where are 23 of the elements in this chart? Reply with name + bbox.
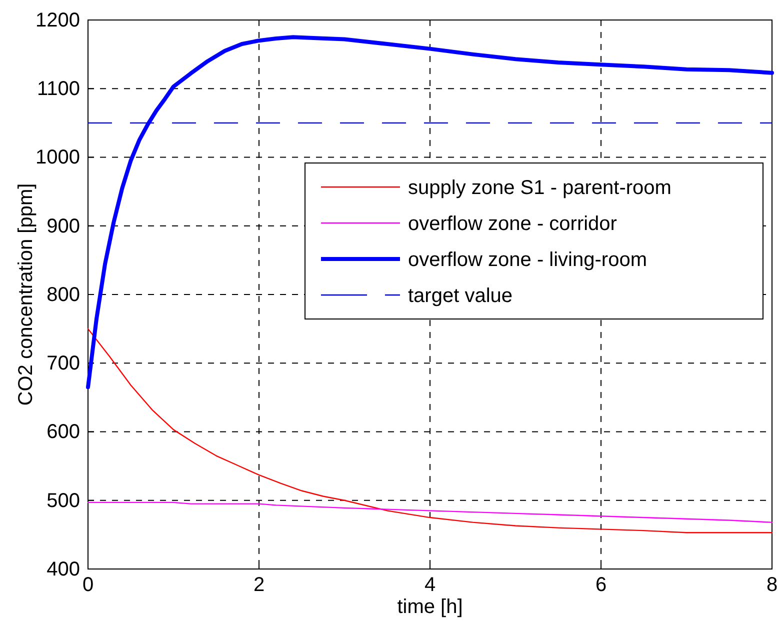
legend-label: supply zone S1 - parent-room [408, 177, 672, 199]
legend-label: overflow zone - corridor [408, 213, 618, 235]
x-tick-label: 4 [424, 574, 436, 596]
y-tick-label: 800 [46, 284, 80, 306]
y-axis-title: CO2 concentration [ppm] [15, 183, 37, 406]
line-series [86, 35, 774, 390]
x-tick-label: 0 [82, 574, 94, 596]
y-tick-label: 1000 [36, 146, 80, 169]
line-series [87, 502, 773, 523]
y-tick-label: 1100 [36, 78, 80, 100]
x-tick-label: 6 [595, 574, 607, 596]
y-tick-label: 500 [46, 490, 80, 512]
legend-label: overflow zone - living-room [408, 249, 647, 271]
line-series [87, 328, 773, 534]
x-tick-label: 2 [253, 574, 265, 596]
y-tick-label: 400 [46, 558, 80, 580]
x-tick-label: 8 [766, 574, 778, 596]
y-tick-label: 600 [46, 421, 80, 444]
y-tick-label: 900 [46, 215, 80, 238]
y-tick-label: 1200 [36, 9, 80, 32]
x-axis-title: time [h] [397, 596, 463, 618]
y-tick-label: 700 [46, 352, 80, 375]
legend-label: target value [408, 285, 513, 307]
